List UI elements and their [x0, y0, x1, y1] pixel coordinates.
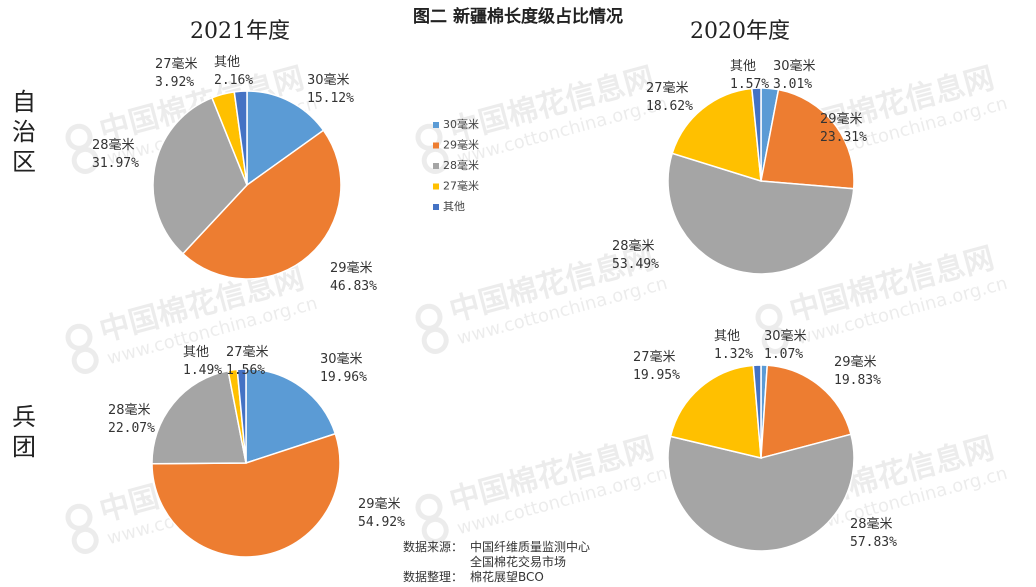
slice-category-label: 28毫米 [850, 516, 893, 532]
slice-category-label: 28毫米 [108, 402, 151, 418]
slice-category-label: 29毫米 [834, 354, 877, 370]
source-prefix-1: 数据来源： [403, 540, 464, 554]
slice-category-label: 30毫米 [764, 328, 807, 344]
slice-value-label: 3.01% [773, 77, 812, 92]
slice-value-label: 1.56% [226, 363, 265, 378]
slice-category-label: 其他 [183, 345, 209, 360]
pie-slice-0 [246, 90, 325, 187]
slice-value-label: 23.31% [820, 130, 867, 145]
pie-chart-0: 2021年度 30毫米 15.12% 29毫米 46.83% 28毫米 31.97% 27毫米… [92, 19, 377, 294]
svg-text:自: 自 [12, 88, 36, 116]
legend-swatch [433, 183, 439, 190]
legend-label: 30毫米 [443, 117, 479, 131]
pie-slice-4 [751, 87, 762, 182]
slice-value-label: 15.12% [307, 91, 354, 106]
slice-category-label: 27毫米 [226, 344, 269, 360]
slice-value-label: 54.92% [358, 515, 405, 530]
legend-item: 其他 [433, 200, 465, 213]
legend-item: 29毫米 [433, 138, 479, 152]
slice-category-label: 30毫米 [307, 72, 350, 88]
slice-category-label: 27毫米 [646, 80, 689, 96]
legend-item: 27毫米 [433, 179, 479, 193]
legend-item: 30毫米 [433, 117, 479, 131]
slice-value-label: 1.49% [183, 363, 222, 378]
pie-slice-2 [667, 433, 855, 552]
slice-value-label: 22.07% [108, 421, 155, 436]
slice-value-label: 1.57% [730, 77, 769, 92]
source-line-1: 中国纤维质量监测中心 [470, 540, 591, 554]
slice-value-label: 18.62% [646, 99, 693, 114]
pie-slice-2 [151, 369, 247, 465]
pie-slice-2 [667, 152, 855, 275]
slice-category-label: 27毫米 [633, 349, 676, 365]
pie-slice-3 [671, 87, 762, 183]
pie-slice-4 [233, 90, 248, 186]
pie-slice-1 [760, 364, 852, 459]
slice-value-label: 53.49% [612, 257, 659, 272]
legend-item: 28毫米 [433, 158, 479, 172]
slice-value-label: 46.83% [330, 279, 377, 294]
slice-category-label: 30毫米 [320, 351, 363, 367]
pie-slice-3 [669, 364, 762, 459]
chart-title: 图二 新疆棉长度级占比情况 [413, 6, 623, 27]
row-label-bottom: 兵团 [12, 403, 36, 461]
svg-text:治: 治 [12, 118, 36, 146]
slice-category-label: 27毫米 [155, 56, 198, 72]
legend-swatch [433, 142, 439, 149]
source-line-3: 棉花展望BCO [470, 570, 544, 584]
slice-value-label: 1.32% [714, 347, 753, 362]
pie-slice-1 [151, 432, 341, 558]
legend-label: 27毫米 [443, 179, 479, 193]
slice-value-label: 31.97% [92, 156, 139, 171]
source-prefix-2: 数据整理： [403, 570, 464, 584]
pie-chart-1: 2020年度 30毫米 3.01% 29毫米 23.31% 28毫米 53.49% 27毫米 1… [612, 19, 867, 275]
slice-category-label: 29毫米 [358, 496, 401, 512]
slice-category-label: 其他 [730, 59, 756, 74]
slice-value-label: 57.83% [850, 535, 897, 550]
pie-title: 2021年度 [190, 19, 290, 44]
svg-text:兵: 兵 [12, 403, 36, 431]
pie-slice-4 [752, 364, 762, 459]
legend-swatch [433, 122, 439, 128]
slice-value-label: 1.07% [764, 347, 803, 362]
legend-label: 28毫米 [443, 158, 479, 172]
pie-slice-4 [236, 368, 247, 464]
svg-text:团: 团 [12, 433, 36, 461]
legend-label: 29毫米 [443, 138, 479, 152]
slice-category-label: 28毫米 [92, 137, 135, 153]
pie-chart-3: 30毫米 1.07% 29毫米 19.83% 28毫米 57.83% 27毫米 19.95% 其… [633, 328, 897, 552]
slice-category-label: 其他 [214, 55, 240, 70]
slice-category-label: 29毫米 [330, 260, 373, 276]
slice-value-label: 19.83% [834, 373, 881, 388]
pie-slice-1 [760, 88, 855, 190]
legend-label: 其他 [443, 200, 465, 213]
pie-slice-1 [181, 129, 342, 280]
slice-value-label: 19.96% [320, 370, 367, 385]
slice-value-label: 2.16% [214, 73, 253, 88]
slice-category-label: 29毫米 [820, 111, 863, 127]
legend-swatch [433, 204, 439, 210]
pie-chart-2: 30毫米 19.96% 29毫米 54.92% 28毫米 22.07% 27毫米 1.56% 其… [108, 344, 405, 558]
pie-slice-2 [152, 96, 248, 255]
pie-slice-0 [245, 368, 337, 465]
slice-value-label: 19.95% [633, 368, 680, 383]
source-line-2: 全国棉花交易市场 [470, 555, 567, 569]
legend-swatch [433, 163, 439, 169]
slice-category-label: 28毫米 [612, 238, 655, 254]
pie-charts: 2021年度 30毫米 15.12% 29毫米 46.83% 28毫米 31.97% 27毫米… [92, 19, 897, 558]
slice-value-label: 3.92% [155, 75, 194, 90]
svg-text:区: 区 [12, 148, 36, 176]
row-label-top: 自治区 [12, 88, 36, 176]
pie-title: 2020年度 [690, 19, 790, 44]
slice-category-label: 30毫米 [773, 58, 816, 74]
slice-category-label: 其他 [714, 329, 740, 344]
